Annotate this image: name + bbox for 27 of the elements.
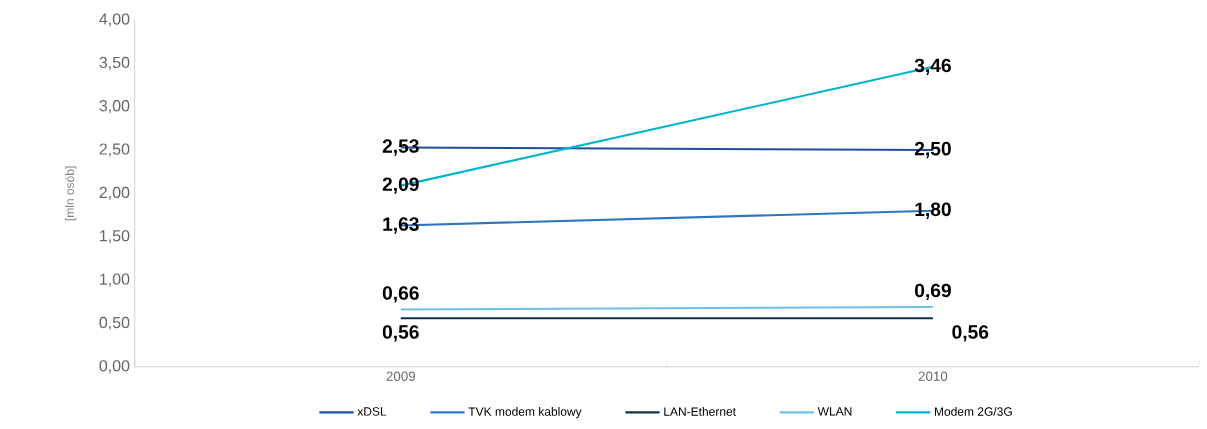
y-axis-title: [mln osób]: [65, 166, 77, 220]
x-tick-label: 2009: [386, 371, 415, 381]
text: 1,00: [100, 273, 130, 287]
legend-label: WLAN: [817, 407, 852, 416]
text: 0,00: [99, 359, 130, 374]
data-label: 0,66: [382, 286, 419, 303]
data-label: 0,56: [952, 324, 989, 342]
data-label: 2,50: [914, 141, 951, 159]
text: 0,50: [99, 316, 130, 330]
data-label: 0,56: [382, 324, 419, 342]
data-label: 1,80: [915, 202, 951, 219]
legend-label: LAN-Ethernet: [664, 406, 736, 416]
legend-label: TVK modem kablowy: [468, 406, 582, 419]
text: 3,00: [99, 99, 130, 114]
text: 2,00: [99, 186, 130, 200]
data-label: 1,63: [383, 217, 419, 234]
data-label: 3,46: [914, 58, 951, 75]
text: 3,50: [99, 56, 130, 70]
legend-label: xDSL: [357, 406, 387, 416]
data-label: 2,09: [382, 177, 419, 194]
data-label: 0,69: [914, 283, 951, 300]
x-tick-label: 2010: [918, 371, 948, 381]
text: 2,50: [99, 143, 130, 157]
text: 4,00: [99, 13, 130, 27]
data-label: 2,53: [382, 139, 419, 156]
text: 1,50: [100, 229, 130, 244]
legend-label: Modem 2G/3G: [934, 406, 1012, 416]
